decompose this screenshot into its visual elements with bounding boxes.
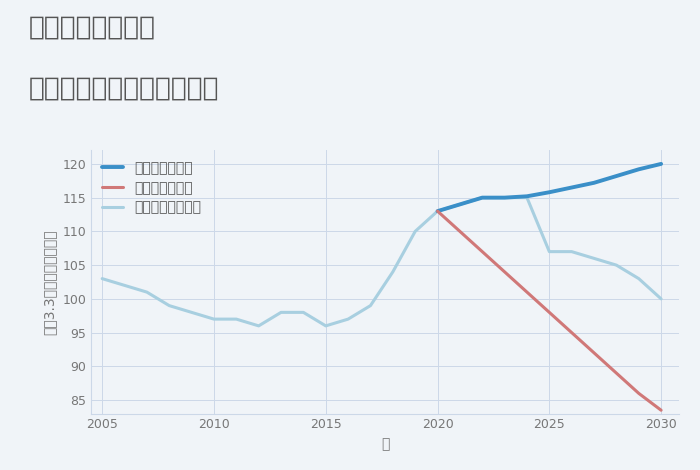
Line: グッドシナリオ: グッドシナリオ (438, 164, 661, 211)
ノーマルシナリオ (612, 262, 621, 268)
グッドシナリオ (612, 173, 621, 179)
バッドシナリオ (478, 249, 486, 254)
Text: 中古マンションの価格推移: 中古マンションの価格推移 (28, 75, 219, 101)
バッドシナリオ (545, 310, 554, 315)
ノーマルシナリオ (120, 282, 129, 288)
グッドシナリオ (433, 208, 442, 214)
バッドシナリオ (657, 407, 665, 413)
グッドシナリオ (635, 166, 643, 172)
ノーマルシナリオ (389, 269, 397, 274)
Line: バッドシナリオ: バッドシナリオ (438, 211, 661, 410)
グッドシナリオ (657, 161, 665, 167)
ノーマルシナリオ (232, 316, 241, 322)
バッドシナリオ (635, 391, 643, 396)
Text: 大阪府忍ヶ丘駅の: 大阪府忍ヶ丘駅の (28, 14, 155, 40)
ノーマルシナリオ (411, 228, 419, 234)
バッドシナリオ (433, 208, 442, 214)
グッドシナリオ (456, 202, 464, 207)
グッドシナリオ (568, 185, 576, 190)
ノーマルシナリオ (188, 310, 196, 315)
バッドシナリオ (456, 228, 464, 234)
ノーマルシナリオ (545, 249, 554, 254)
ノーマルシナリオ (366, 303, 375, 308)
Y-axis label: 坪（3.3㎡）単価（万円）: 坪（3.3㎡）単価（万円） (43, 229, 57, 335)
バッドシナリオ (568, 330, 576, 336)
ノーマルシナリオ (657, 296, 665, 302)
ノーマルシナリオ (500, 195, 509, 201)
ノーマルシナリオ (568, 249, 576, 254)
ノーマルシナリオ (143, 290, 151, 295)
ノーマルシナリオ (433, 208, 442, 214)
グッドシナリオ (523, 194, 531, 199)
ノーマルシナリオ (635, 276, 643, 282)
ノーマルシナリオ (210, 316, 218, 322)
グッドシナリオ (500, 195, 509, 201)
ノーマルシナリオ (276, 310, 285, 315)
Legend: グッドシナリオ, バッドシナリオ, ノーマルシナリオ: グッドシナリオ, バッドシナリオ, ノーマルシナリオ (98, 157, 205, 219)
グッドシナリオ (590, 180, 598, 186)
ノーマルシナリオ (478, 195, 486, 201)
ノーマルシナリオ (165, 303, 174, 308)
ノーマルシナリオ (590, 256, 598, 261)
ノーマルシナリオ (299, 310, 307, 315)
ノーマルシナリオ (344, 316, 352, 322)
ノーマルシナリオ (255, 323, 263, 329)
バッドシナリオ (500, 269, 509, 274)
バッドシナリオ (590, 350, 598, 356)
グッドシナリオ (545, 189, 554, 195)
ノーマルシナリオ (456, 202, 464, 207)
ノーマルシナリオ (321, 323, 330, 329)
グッドシナリオ (478, 195, 486, 201)
ノーマルシナリオ (523, 195, 531, 201)
バッドシナリオ (612, 370, 621, 376)
Line: ノーマルシナリオ: ノーマルシナリオ (102, 198, 661, 326)
バッドシナリオ (523, 290, 531, 295)
ノーマルシナリオ (98, 276, 106, 282)
X-axis label: 年: 年 (381, 437, 389, 451)
